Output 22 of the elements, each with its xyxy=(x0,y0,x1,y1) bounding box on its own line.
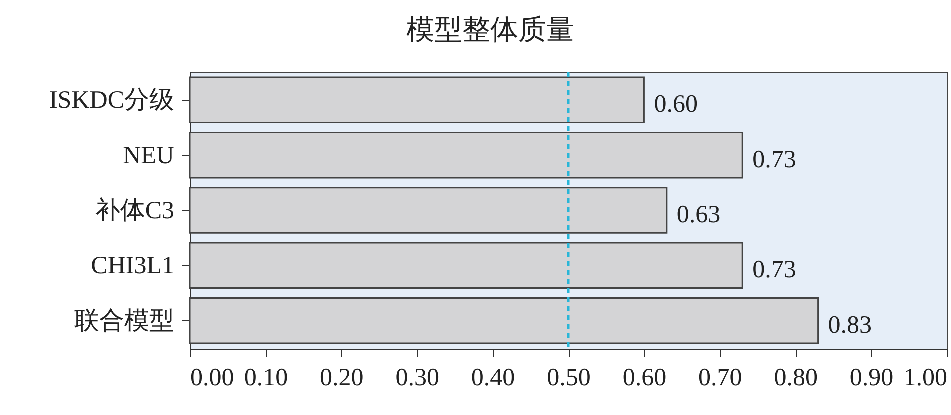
x-tick-label: 0.00 xyxy=(190,364,234,392)
x-tick-label: 0.50 xyxy=(547,364,591,392)
x-tick-label: 0.40 xyxy=(471,364,516,392)
data-label: 0.83 xyxy=(828,312,872,339)
x-tick-label: 0.90 xyxy=(850,364,894,392)
x-tick-label: 0.30 xyxy=(396,364,440,392)
y-tick-label: CHI3L1 xyxy=(91,252,174,280)
x-tick-label: 0.80 xyxy=(774,364,818,392)
data-label: 0.73 xyxy=(752,146,796,174)
x-tick-label: 0.60 xyxy=(622,364,667,392)
data-label: 0.63 xyxy=(676,202,721,228)
data-label: 0.60 xyxy=(654,91,698,118)
y-tick-label: NEU xyxy=(123,142,174,170)
x-tick-label: 0.20 xyxy=(320,364,364,392)
data-label: 0.73 xyxy=(752,256,796,284)
x-tick-label: 1.00 xyxy=(904,364,948,392)
x-tick-label: 0.10 xyxy=(244,364,288,392)
x-tick-label: 0.70 xyxy=(698,364,742,392)
y-tick-label: ISKDC分级 xyxy=(49,87,174,114)
chart-title: 模型整体质量 xyxy=(406,14,574,46)
y-tick-label: 联合模型 xyxy=(74,308,174,335)
y-tick-label: 补体C3 xyxy=(95,196,174,224)
